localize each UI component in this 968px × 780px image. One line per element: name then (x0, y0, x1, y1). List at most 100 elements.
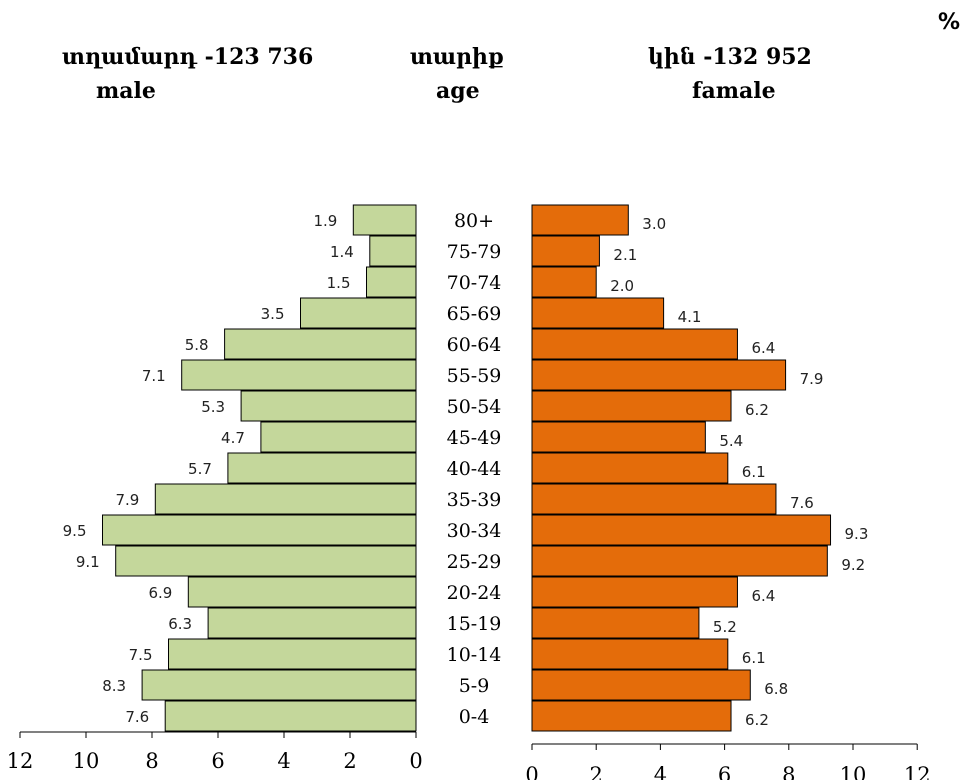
male-bar (168, 638, 417, 670)
female-value-label: 9.2 (841, 556, 865, 574)
male-title: տղամարդ -123 736 (62, 44, 314, 70)
male-x-tick-label: 0 (409, 749, 422, 773)
male-value-label: 7.1 (142, 367, 166, 385)
male-bar (240, 390, 417, 422)
male-value-label: 7.5 (129, 646, 153, 664)
female-value-label: 3.0 (642, 215, 666, 233)
female-value-label: 4.1 (678, 308, 702, 326)
male-bar (164, 700, 417, 732)
male-x-tick-label: 4 (277, 749, 290, 773)
female-bar (531, 328, 738, 360)
male-x-tick-label: 8 (145, 749, 158, 773)
male-bar (366, 266, 417, 298)
male-bar (207, 607, 417, 639)
male-value-label: 5.7 (188, 460, 212, 478)
male-bar (141, 669, 417, 701)
female-x-tick-label: 6 (718, 763, 731, 780)
female-subtitle: famale (692, 78, 776, 104)
female-bar (531, 390, 732, 422)
female-bar (531, 514, 832, 546)
percent-unit-label: % (937, 10, 960, 35)
male-x-tick-label: 2 (343, 749, 356, 773)
female-x-tick-label: 2 (590, 763, 603, 780)
female-bar (531, 204, 629, 236)
age-group-label: 50-54 (447, 396, 502, 418)
age-group-label: 15-19 (447, 613, 502, 635)
female-bar (531, 545, 828, 577)
male-bar (102, 514, 417, 546)
female-value-label: 7.9 (800, 370, 824, 388)
male-x-tick-label: 12 (7, 749, 34, 773)
male-value-label: 5.8 (185, 336, 209, 354)
female-value-label: 6.2 (745, 711, 769, 729)
female-bar (531, 638, 729, 670)
male-value-label: 3.5 (261, 305, 285, 323)
male-value-label: 7.6 (125, 708, 149, 726)
female-bar (531, 266, 597, 298)
female-bar (531, 452, 729, 484)
male-x-tick-label: 10 (73, 749, 100, 773)
male-value-label: 8.3 (102, 677, 126, 695)
female-value-label: 9.3 (845, 525, 869, 543)
age-group-label: 65-69 (447, 303, 502, 325)
age-group-label: 75-79 (447, 241, 502, 263)
age-group-label: 80+ (454, 210, 494, 232)
female-x-tick-label: 12 (904, 763, 931, 780)
age-group-label: 5-9 (459, 675, 490, 697)
female-bar (531, 669, 751, 701)
male-value-label: 1.4 (330, 243, 354, 261)
age-group-label: 10-14 (447, 644, 502, 666)
age-group-label: 45-49 (447, 427, 502, 449)
female-x-tick-label: 4 (654, 763, 667, 780)
female-bar (531, 576, 738, 608)
female-bar (531, 297, 665, 329)
male-value-label: 6.9 (148, 584, 172, 602)
age-group-label: 70-74 (447, 272, 502, 294)
male-bar (187, 576, 417, 608)
male-subtitle: male (96, 78, 156, 104)
female-value-label: 6.4 (751, 339, 775, 357)
age-title: տարիք (410, 44, 505, 70)
male-value-label: 5.3 (201, 398, 225, 416)
age-group-label: 35-39 (447, 489, 502, 511)
age-group-label: 60-64 (447, 334, 502, 356)
male-bar (154, 483, 417, 515)
age-group-label: 55-59 (447, 365, 502, 387)
female-value-label: 6.2 (745, 401, 769, 419)
female-x-tick-label: 0 (525, 763, 538, 780)
male-bar (260, 421, 417, 453)
female-value-label: 6.8 (764, 680, 788, 698)
female-value-label: 5.2 (713, 618, 737, 636)
female-bar (531, 359, 787, 391)
male-value-label: 1.9 (313, 212, 337, 230)
age-group-label: 0-4 (459, 706, 490, 728)
male-value-label: 9.5 (63, 522, 87, 540)
male-bar (369, 235, 417, 267)
male-x-tick-label: 6 (211, 749, 224, 773)
male-value-label: 9.1 (76, 553, 100, 571)
male-bar (181, 359, 417, 391)
female-bar (531, 235, 600, 267)
female-value-label: 5.4 (719, 432, 743, 450)
male-value-label: 4.7 (221, 429, 245, 447)
male-bar (300, 297, 417, 329)
male-value-label: 1.5 (327, 274, 351, 292)
female-x-tick-label: 8 (782, 763, 795, 780)
female-value-label: 6.1 (742, 463, 766, 481)
female-bar (531, 421, 706, 453)
age-group-label: 20-24 (447, 582, 502, 604)
female-title: կին -132 952 (648, 44, 812, 70)
female-value-label: 6.1 (742, 649, 766, 667)
female-value-label: 6.4 (751, 587, 775, 605)
female-value-label: 7.6 (790, 494, 814, 512)
male-bar (352, 204, 417, 236)
age-subtitle: age (436, 78, 480, 104)
male-value-label: 6.3 (168, 615, 192, 633)
age-group-label: 25-29 (447, 551, 502, 573)
female-x-tick-label: 10 (840, 763, 867, 780)
female-bar (531, 607, 700, 639)
female-value-label: 2.0 (610, 277, 634, 295)
age-group-label: 40-44 (447, 458, 502, 480)
female-bar (531, 700, 732, 732)
